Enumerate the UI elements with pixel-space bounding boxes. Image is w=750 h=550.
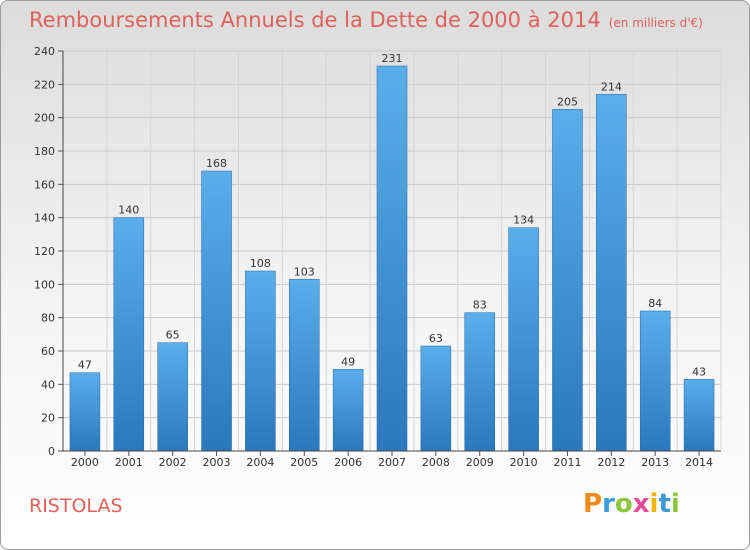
x-tick-label: 2006 — [334, 456, 362, 469]
bar — [683, 379, 715, 452]
bar — [552, 109, 583, 452]
bar — [201, 170, 232, 452]
bar-value-label: 134 — [513, 214, 534, 227]
chart-title-text: Remboursements Annuels de la Dette de 20… — [29, 8, 601, 32]
x-tick-label: 2013 — [641, 456, 669, 469]
bar — [376, 65, 408, 452]
y-tick-label: 160 — [34, 178, 55, 191]
bar — [113, 217, 145, 452]
bar-value-label: 49 — [341, 355, 355, 368]
y-tick-label: 140 — [34, 212, 55, 225]
y-tick-label: 180 — [34, 145, 55, 158]
x-tick-label: 2004 — [246, 456, 274, 469]
bar-value-label: 63 — [429, 332, 443, 345]
bar-value-label: 83 — [473, 299, 487, 312]
y-tick-label: 20 — [41, 412, 55, 425]
x-tick-label: 2007 — [378, 456, 406, 469]
bar — [157, 342, 188, 452]
proxiti-logo: Proxiti — [583, 489, 680, 519]
bar-value-label: 65 — [166, 329, 180, 342]
y-tick-label: 80 — [41, 312, 55, 325]
x-tick-label: 2008 — [422, 456, 450, 469]
bar — [245, 270, 276, 452]
bar-value-label: 205 — [557, 95, 578, 108]
y-tick-label: 40 — [41, 378, 55, 391]
y-tick-label: 100 — [34, 278, 55, 291]
commune-name: RISTOLAS — [29, 495, 123, 517]
x-tick-label: 2014 — [685, 456, 713, 469]
bar-value-label: 140 — [118, 204, 139, 217]
y-tick-label: 120 — [34, 245, 55, 258]
bar — [332, 369, 364, 452]
x-tick-label: 2001 — [115, 456, 143, 469]
y-tick-label: 240 — [34, 45, 55, 58]
y-tick-label: 200 — [34, 112, 55, 125]
x-tick-label: 2011 — [553, 456, 581, 469]
bar-value-label: 43 — [692, 365, 706, 378]
bar — [289, 279, 320, 452]
bar-value-label: 47 — [78, 359, 92, 372]
y-tick-label: 60 — [41, 345, 55, 358]
x-tick-label: 2002 — [159, 456, 187, 469]
bar-value-label: 108 — [250, 257, 271, 270]
y-tick-label: 220 — [34, 78, 55, 91]
bar-value-label: 103 — [294, 265, 315, 278]
bar — [69, 372, 101, 452]
chart-subtitle: (en milliers d'€) — [608, 16, 703, 30]
bar-value-label: 214 — [601, 80, 622, 93]
x-tick-label: 2005 — [290, 456, 318, 469]
x-tick-label: 2000 — [71, 456, 99, 469]
x-tick-label: 2010 — [510, 456, 538, 469]
x-tick-label: 2012 — [597, 456, 625, 469]
y-tick-label: 0 — [48, 445, 55, 458]
bar — [508, 227, 539, 452]
bar-value-label: 84 — [648, 297, 662, 310]
bar — [639, 310, 671, 452]
bar — [464, 312, 495, 452]
bar — [420, 345, 452, 452]
bar-value-label: 231 — [382, 52, 403, 65]
chart-title: Remboursements Annuels de la Dette de 20… — [29, 8, 703, 32]
bar — [596, 94, 627, 452]
x-tick-label: 2003 — [203, 456, 231, 469]
x-tick-label: 2009 — [466, 456, 494, 469]
bar-value-label: 168 — [206, 157, 227, 170]
